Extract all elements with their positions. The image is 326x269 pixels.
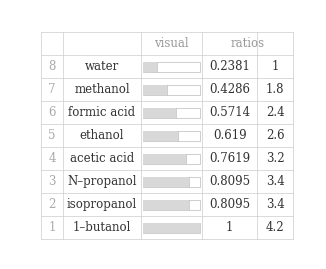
Text: 0.8095: 0.8095 (209, 199, 250, 211)
Text: 1: 1 (226, 221, 233, 234)
Text: 4.2: 4.2 (266, 221, 284, 234)
Bar (143, 200, 189, 210)
Text: 6: 6 (48, 106, 56, 119)
Bar (143, 177, 200, 187)
Bar (143, 200, 200, 210)
Bar (143, 177, 189, 187)
Bar (143, 131, 178, 141)
Text: 1.8: 1.8 (266, 83, 284, 96)
Bar (143, 223, 200, 233)
Bar (143, 154, 186, 164)
Text: 3.2: 3.2 (266, 152, 284, 165)
Bar (143, 85, 200, 95)
Text: 0.4286: 0.4286 (209, 83, 250, 96)
Text: 0.7619: 0.7619 (209, 152, 250, 165)
Text: 3.4: 3.4 (266, 175, 285, 188)
Bar (143, 223, 200, 233)
Text: visual: visual (154, 37, 189, 50)
Bar (143, 62, 156, 72)
Text: 3.4: 3.4 (266, 199, 285, 211)
Text: ethanol: ethanol (80, 129, 124, 142)
Text: ratios: ratios (231, 37, 265, 50)
Text: acetic acid: acetic acid (70, 152, 134, 165)
Text: 1: 1 (49, 221, 56, 234)
Text: 2.4: 2.4 (266, 106, 284, 119)
Text: N–propanol: N–propanol (67, 175, 137, 188)
Text: 2.6: 2.6 (266, 129, 284, 142)
Text: 7: 7 (48, 83, 56, 96)
Bar (143, 108, 200, 118)
Text: 3: 3 (48, 175, 56, 188)
Bar (143, 131, 200, 141)
Text: 0.5714: 0.5714 (209, 106, 250, 119)
Text: 0.619: 0.619 (213, 129, 246, 142)
Text: 0.8095: 0.8095 (209, 175, 250, 188)
Text: 4: 4 (48, 152, 56, 165)
Text: methanol: methanol (74, 83, 130, 96)
Text: 8: 8 (49, 60, 56, 73)
Text: water: water (85, 60, 119, 73)
Text: 2: 2 (49, 199, 56, 211)
Bar (143, 85, 168, 95)
Text: 1: 1 (272, 60, 279, 73)
Bar (143, 154, 200, 164)
Bar (143, 108, 176, 118)
Text: isopropanol: isopropanol (67, 199, 137, 211)
Text: 5: 5 (48, 129, 56, 142)
Text: 0.2381: 0.2381 (209, 60, 250, 73)
Text: formic acid: formic acid (68, 106, 136, 119)
Text: 1–butanol: 1–butanol (73, 221, 131, 234)
Bar (143, 62, 200, 72)
